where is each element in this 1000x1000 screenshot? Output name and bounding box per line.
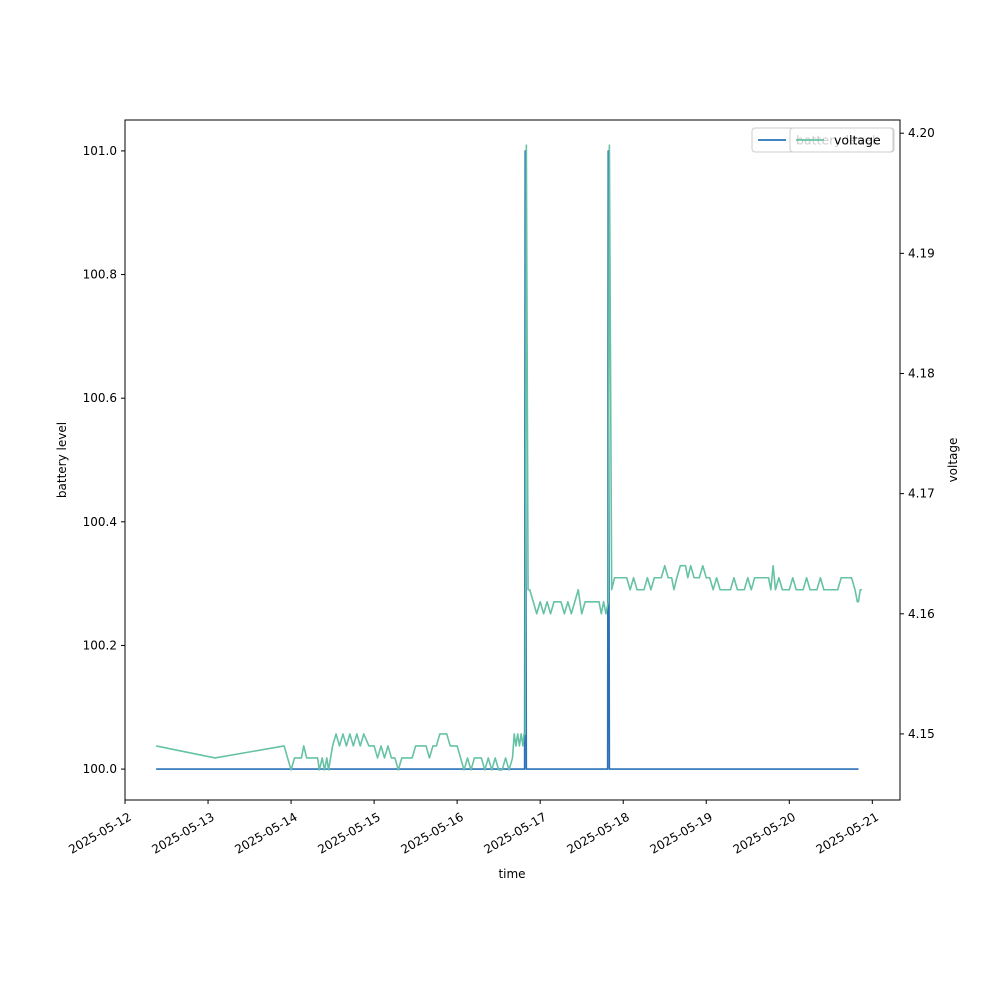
y-left-tick-label: 100.8 bbox=[83, 268, 117, 282]
series-line-right-0 bbox=[155, 144, 862, 771]
y-left-tick-label: 100.0 bbox=[83, 762, 117, 776]
y-left-tick-label: 101.0 bbox=[83, 144, 117, 158]
y-left-tick-label: 100.4 bbox=[83, 515, 117, 529]
x-axis-title: time bbox=[498, 867, 525, 881]
y-left-tick-label: 100.6 bbox=[83, 391, 117, 405]
y-right-tick-label: 4.16 bbox=[908, 607, 935, 621]
legend-box bbox=[789, 127, 894, 153]
y-axis-right-title: voltage bbox=[946, 438, 960, 483]
y-left-tick-label: 100.2 bbox=[83, 638, 117, 652]
y-right-tick-label: 4.17 bbox=[908, 487, 935, 501]
legend-voltage: voltage bbox=[789, 127, 894, 153]
y-right-tick-label: 4.18 bbox=[908, 366, 935, 380]
legend-label: voltage bbox=[834, 133, 881, 148]
y-right-tick-label: 4.19 bbox=[908, 246, 935, 260]
plot-frame bbox=[124, 119, 901, 801]
y-axis-left-title: battery level bbox=[55, 422, 69, 498]
y-right-tick-label: 4.20 bbox=[908, 126, 935, 140]
y-right-tick-label: 4.15 bbox=[908, 727, 935, 741]
series-layer bbox=[155, 144, 862, 771]
